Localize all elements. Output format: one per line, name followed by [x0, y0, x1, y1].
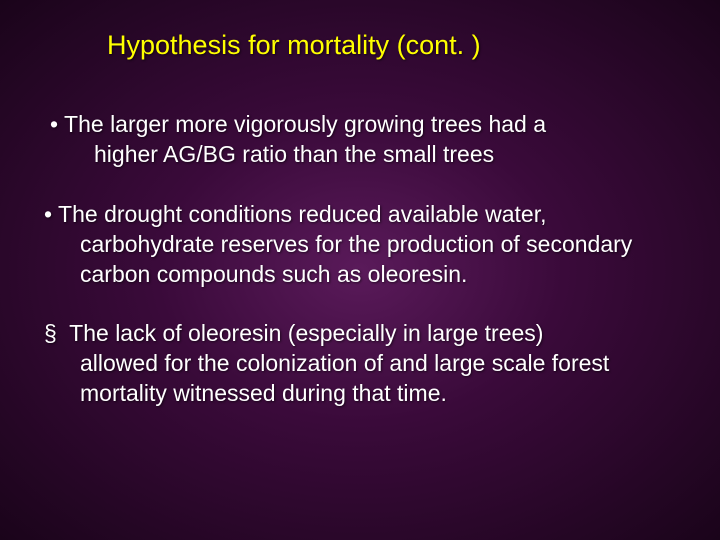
bullet-item: § The lack of oleoresin (especially in l… — [44, 319, 670, 409]
bullet-marker-dot-icon: • — [50, 111, 58, 137]
bullet-text-rest: carbohydrate reserves for the production… — [80, 230, 670, 290]
bullet-text-rest: higher AG/BG ratio than the small trees — [94, 140, 670, 170]
bullet-item: • The larger more vigorously growing tre… — [50, 110, 670, 170]
bullet-list: • The larger more vigorously growing tre… — [50, 110, 670, 439]
bullet-text-line1: The drought conditions reduced available… — [58, 201, 546, 227]
bullet-item: • The drought conditions reduced availab… — [44, 200, 670, 290]
bullet-text-line1: The larger more vigorously growing trees… — [64, 111, 546, 137]
slide-title: Hypothesis for mortality (cont. ) — [107, 30, 481, 61]
bullet-marker-section-icon: § — [44, 320, 57, 346]
bullet-marker-dot-icon: • — [44, 201, 52, 227]
bullet-text-rest: allowed for the colonization of and larg… — [80, 349, 670, 409]
bullet-text-line1: The lack of oleoresin (especially in lar… — [69, 320, 543, 346]
